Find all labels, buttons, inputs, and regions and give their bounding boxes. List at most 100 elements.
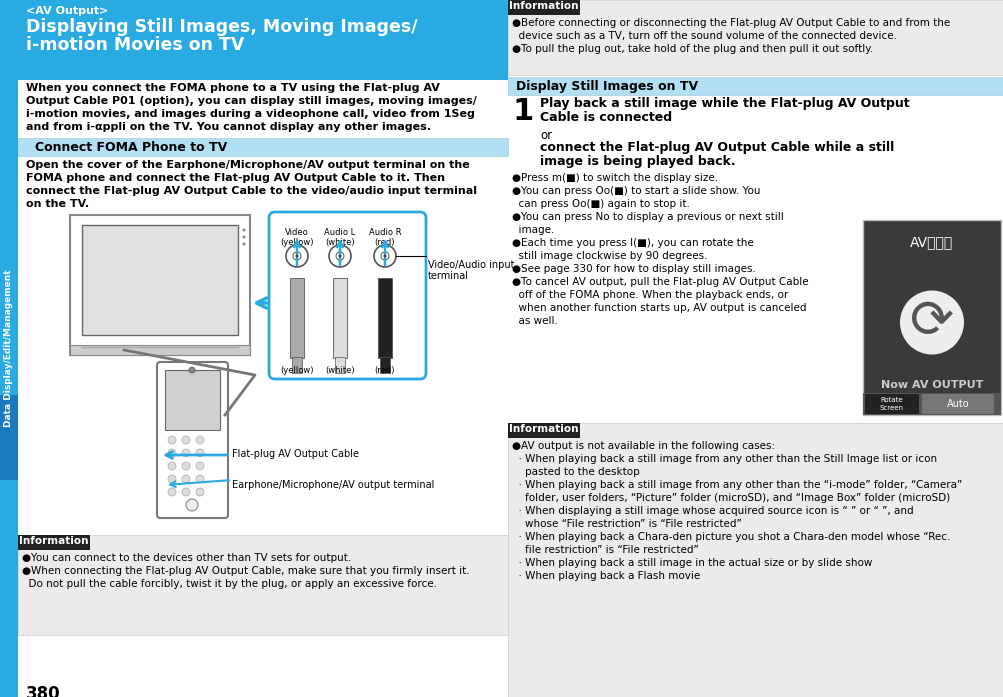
- Circle shape: [338, 254, 341, 257]
- Text: connect the Flat-plug AV Output Cable while a still: connect the Flat-plug AV Output Cable wh…: [540, 141, 894, 154]
- FancyBboxPatch shape: [379, 357, 389, 373]
- Text: Now AV OUTPUT: Now AV OUTPUT: [880, 380, 982, 390]
- Text: (white): (white): [325, 238, 354, 247]
- Text: ●To pull the plug out, take hold of the plug and then pull it out softly.: ●To pull the plug out, take hold of the …: [512, 44, 873, 54]
- Circle shape: [182, 436, 190, 444]
- Text: i-motion Movies on TV: i-motion Movies on TV: [26, 36, 244, 54]
- Text: as well.: as well.: [512, 316, 558, 326]
- Text: Display Still Images on TV: Display Still Images on TV: [516, 80, 697, 93]
- Text: Output Cable P01 (option), you can display still images, moving images/: Output Cable P01 (option), you can displ…: [26, 96, 476, 106]
- FancyBboxPatch shape: [0, 395, 18, 480]
- FancyBboxPatch shape: [333, 278, 347, 358]
- FancyBboxPatch shape: [18, 535, 90, 550]
- FancyBboxPatch shape: [508, 423, 580, 438]
- Circle shape: [380, 252, 388, 260]
- Text: pasted to the desktop: pasted to the desktop: [512, 467, 639, 477]
- Text: 380: 380: [26, 685, 60, 697]
- Circle shape: [196, 449, 204, 457]
- FancyBboxPatch shape: [18, 0, 508, 80]
- Text: can press Oo(■) again to stop it.: can press Oo(■) again to stop it.: [512, 199, 689, 209]
- Circle shape: [243, 243, 246, 245]
- Text: Earphone/Microphone/AV output terminal: Earphone/Microphone/AV output terminal: [232, 480, 434, 490]
- Text: Information: Information: [509, 424, 578, 434]
- Text: ●Before connecting or disconnecting the Flat-plug AV Output Cable to and from th: ●Before connecting or disconnecting the …: [512, 18, 949, 28]
- Circle shape: [196, 475, 204, 483]
- Circle shape: [243, 236, 246, 238]
- Text: image is being played back.: image is being played back.: [540, 155, 735, 168]
- Circle shape: [189, 367, 195, 373]
- Text: Information: Information: [509, 1, 578, 11]
- Text: When you connect the FOMA phone to a TV using the Flat-plug AV: When you connect the FOMA phone to a TV …: [26, 83, 439, 93]
- Text: Connect FOMA Phone to TV: Connect FOMA Phone to TV: [35, 141, 227, 154]
- Circle shape: [329, 245, 351, 267]
- Circle shape: [293, 252, 301, 260]
- Text: Do not pull the cable forcibly, twist it by the plug, or apply an excessive forc: Do not pull the cable forcibly, twist it…: [22, 579, 436, 589]
- FancyBboxPatch shape: [292, 357, 302, 373]
- Text: terminal: terminal: [427, 271, 468, 281]
- Text: Video/Audio input: Video/Audio input: [427, 260, 514, 270]
- Circle shape: [243, 229, 246, 231]
- Text: (white): (white): [325, 366, 354, 375]
- FancyBboxPatch shape: [508, 423, 1003, 697]
- Circle shape: [168, 475, 176, 483]
- FancyBboxPatch shape: [156, 362, 228, 518]
- Circle shape: [182, 475, 190, 483]
- Text: ●Press m(■) to switch the display size.: ●Press m(■) to switch the display size.: [512, 173, 717, 183]
- Text: · When playing back a Flash movie: · When playing back a Flash movie: [512, 571, 699, 581]
- Text: · When playing back a still image from any other than the Still Image list or ic: · When playing back a still image from a…: [512, 454, 936, 464]
- FancyBboxPatch shape: [164, 370, 220, 430]
- Text: Cable is connected: Cable is connected: [540, 111, 671, 124]
- Circle shape: [186, 499, 198, 511]
- Text: ●You can press Oo(■) to start a slide show. You: ●You can press Oo(■) to start a slide sh…: [512, 186, 759, 196]
- Text: (red): (red): [374, 366, 395, 375]
- Text: whose “File restriction” is “File restricted”: whose “File restriction” is “File restri…: [512, 519, 741, 529]
- FancyBboxPatch shape: [921, 394, 993, 414]
- FancyBboxPatch shape: [865, 394, 918, 414]
- Text: ●AV output is not available in the following cases:: ●AV output is not available in the follo…: [512, 441, 774, 451]
- FancyBboxPatch shape: [18, 138, 508, 156]
- FancyBboxPatch shape: [863, 220, 1000, 415]
- Text: or: or: [540, 129, 552, 142]
- Circle shape: [168, 462, 176, 470]
- Circle shape: [168, 488, 176, 496]
- Text: Displaying Still Images, Moving Images/: Displaying Still Images, Moving Images/: [26, 18, 417, 36]
- Text: FOMA phone and connect the Flat-plug AV Output Cable to it. Then: FOMA phone and connect the Flat-plug AV …: [26, 173, 444, 183]
- Circle shape: [182, 488, 190, 496]
- Text: ●To cancel AV output, pull the Flat-plug AV Output Cable: ●To cancel AV output, pull the Flat-plug…: [512, 277, 807, 287]
- Text: Flat-plug AV Output Cable: Flat-plug AV Output Cable: [232, 449, 359, 459]
- FancyBboxPatch shape: [508, 0, 1003, 75]
- Circle shape: [168, 449, 176, 457]
- FancyBboxPatch shape: [335, 357, 345, 373]
- Text: (yellow): (yellow): [280, 238, 313, 247]
- Text: on the TV.: on the TV.: [26, 199, 89, 209]
- Text: · When playing back a Chara-den picture you shot a Chara-den model whose “Rec.: · When playing back a Chara-den picture …: [512, 532, 950, 542]
- Circle shape: [383, 254, 386, 257]
- Circle shape: [182, 462, 190, 470]
- FancyBboxPatch shape: [82, 225, 238, 335]
- Circle shape: [899, 291, 963, 355]
- Circle shape: [196, 436, 204, 444]
- Text: Audio L: Audio L: [324, 228, 355, 237]
- Text: image.: image.: [512, 225, 554, 235]
- Text: still image clockwise by 90 degrees.: still image clockwise by 90 degrees.: [512, 251, 707, 261]
- Text: AV出力中: AV出力中: [910, 235, 953, 249]
- Circle shape: [336, 252, 344, 260]
- Text: Video: Video: [285, 228, 309, 237]
- FancyBboxPatch shape: [508, 0, 580, 15]
- Text: off of the FOMA phone. When the playback ends, or: off of the FOMA phone. When the playback…: [512, 290, 787, 300]
- Text: device such as a TV, turn off the sound volume of the connected device.: device such as a TV, turn off the sound …: [512, 31, 896, 41]
- Text: Audio R: Audio R: [368, 228, 401, 237]
- Text: · When playing back a still image in the actual size or by slide show: · When playing back a still image in the…: [512, 558, 872, 568]
- Text: and from i-αppli on the TV. You cannot display any other images.: and from i-αppli on the TV. You cannot d…: [26, 122, 430, 132]
- Text: Data Display/Edit/Management: Data Display/Edit/Management: [4, 270, 13, 427]
- Text: Open the cover of the Earphone/Microphone/AV output terminal on the: Open the cover of the Earphone/Microphon…: [26, 160, 469, 170]
- Text: Auto: Auto: [946, 399, 968, 409]
- FancyBboxPatch shape: [18, 535, 508, 635]
- Text: folder, user folders, “Picture” folder (microSD), and “Image Box” folder (microS: folder, user folders, “Picture” folder (…: [512, 493, 949, 503]
- Text: 1: 1: [512, 97, 533, 126]
- FancyBboxPatch shape: [0, 0, 18, 697]
- Text: ●See page 330 for how to display still images.: ●See page 330 for how to display still i…: [512, 264, 755, 274]
- Text: ●You can connect to the devices other than TV sets for output.: ●You can connect to the devices other th…: [22, 553, 351, 563]
- Text: · When playing back a still image from any other than the “i-mode” folder, “Came: · When playing back a still image from a…: [512, 480, 961, 490]
- FancyBboxPatch shape: [70, 215, 250, 355]
